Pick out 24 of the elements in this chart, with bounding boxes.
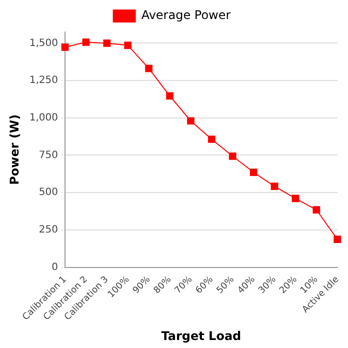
y-tick-label: 500 <box>38 187 58 198</box>
y-tick-label: 1,500 <box>29 38 58 49</box>
point <box>312 206 320 214</box>
point <box>334 236 342 244</box>
point <box>166 92 174 100</box>
y-tick-label: 1,000 <box>29 112 58 124</box>
legend-label: Average Power <box>141 8 231 22</box>
y-tick-label: 250 <box>38 224 58 236</box>
point <box>61 44 69 51</box>
y-tick-label: 1,250 <box>29 75 58 86</box>
point <box>124 42 132 49</box>
point <box>292 194 300 202</box>
x-axis-title: Target Load <box>161 328 242 343</box>
y-tick-label: 0 <box>52 262 58 273</box>
point <box>228 152 236 160</box>
point <box>250 168 258 176</box>
y-axis-title: Power (W) <box>7 114 22 185</box>
point <box>208 136 216 143</box>
y-tick-label: 750 <box>38 150 58 161</box>
point <box>187 117 194 125</box>
point <box>103 40 111 47</box>
point <box>82 38 90 46</box>
point <box>145 64 153 72</box>
point <box>270 182 278 190</box>
